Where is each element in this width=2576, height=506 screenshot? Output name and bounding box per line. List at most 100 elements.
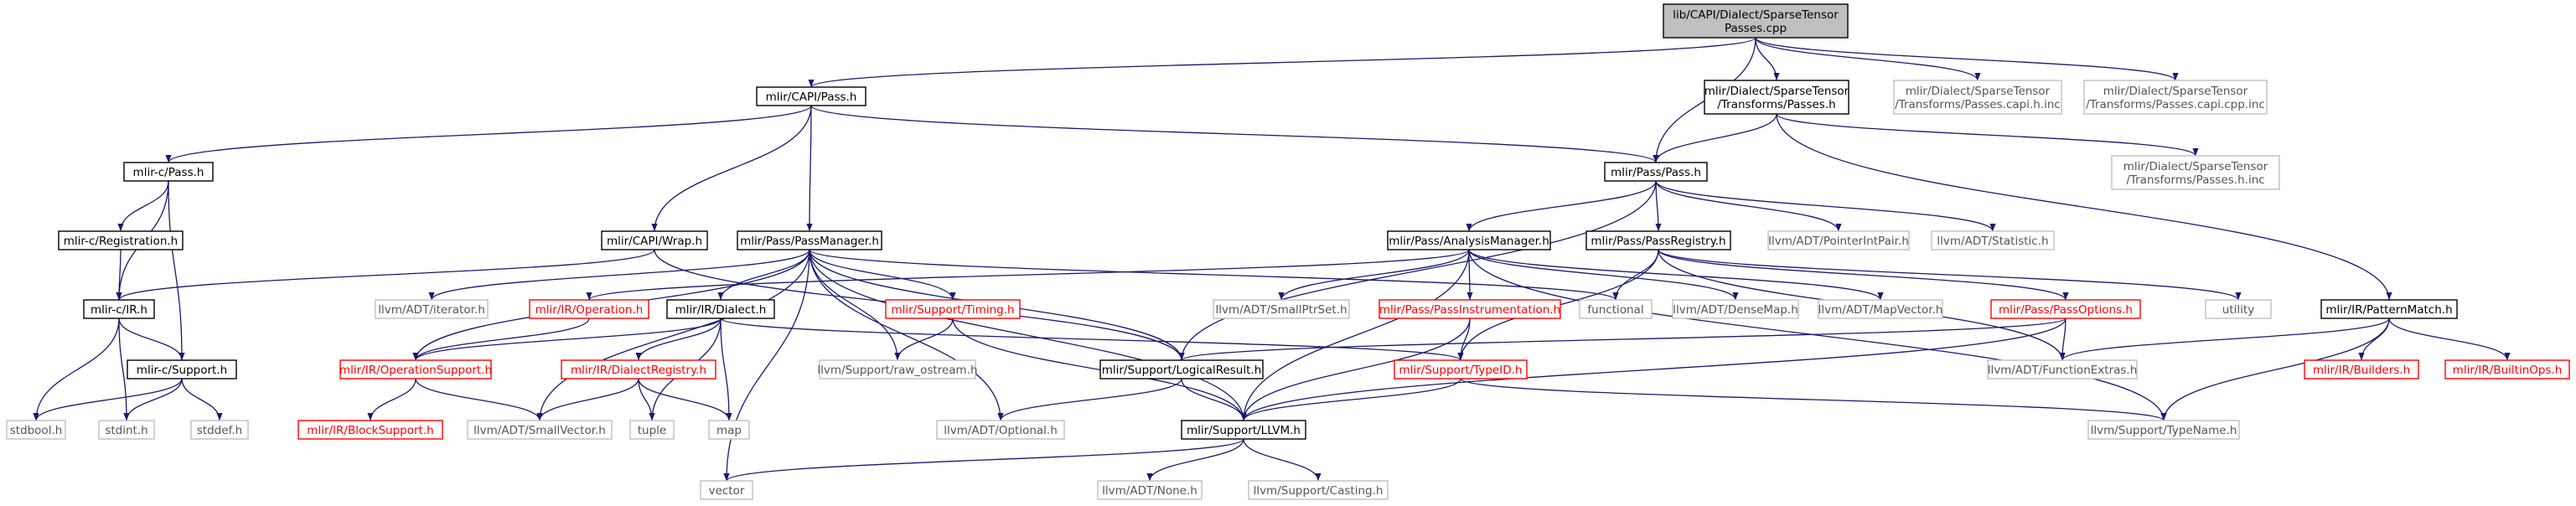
edge-dialect-registry-to-tuple [638,378,655,421]
edge-pass-pass-to-statistic [1655,180,1996,232]
node-label: llvm/ADT/SmallPtrSet.h [1215,303,1347,317]
node-box [1097,480,1203,500]
node-label: mlir/CAPI/Wrap.h [607,235,702,248]
edge-ir-dialect-to-map [720,318,732,421]
node-box [1990,299,2141,319]
node-raw-ostream: llvm/Support/raw_ostream.h [817,359,978,380]
node-label: stddef.h [197,424,242,437]
node-builtin-ops[interactable]: mlir/IR/BuiltinOps.h [2444,359,2570,380]
node-logical-result[interactable]: mlir/Support/LogicalResult.h [1099,359,1264,380]
edge-analysis-mgr-to-dense-map [1468,249,1739,301]
node-mlirc-ir[interactable]: mlir-c/IR.h [83,299,155,319]
edge-dialect-registry-to-map [638,378,732,421]
node-capi-wrap[interactable]: mlir/CAPI/Wrap.h [601,230,708,250]
node-pass-instr[interactable]: mlir/Pass/PassInstrumentation.h [1379,299,1561,319]
node-timing[interactable]: mlir/Support/Timing.h [885,299,1021,319]
node-box [936,420,1065,440]
edge-pass-options-to-logical-result [1178,318,2066,361]
node-mlirc-reg[interactable]: mlir-c/Registration.h [58,230,184,250]
node-pass-registry[interactable]: mlir/Pass/PassRegistry.h [1585,230,1731,250]
node-mlirc-support[interactable]: mlir-c/Support.h [127,359,237,380]
node-analysis-mgr[interactable]: mlir/Pass/AnalysisManager.h [1387,230,1551,250]
edge-pass-pass-to-logical-result [1178,180,1657,361]
node-box [339,359,492,380]
node-label: stdint.h [105,424,147,437]
node-box [123,162,214,182]
edge-mlirc-ir-to-mlirc-support [118,318,185,361]
node-box [1767,230,1910,250]
node-box [1893,80,2062,115]
node-map-vector: llvm/ADT/MapVector.h [1818,299,1943,319]
node-block-support[interactable]: mlir/IR/BlockSupport.h [297,420,443,440]
node-box [601,230,708,250]
node-type-id[interactable]: mlir/Support/TypeID.h [1394,359,1528,380]
edge-timing-to-support-llvm [952,318,1247,421]
node-label: mlir/IR/Dialect.h [675,303,767,317]
node-box [819,359,976,380]
edge-capi-pass-to-capi-wrap [651,105,812,232]
node-st-capi-cpp-inc: mlir/Dialect/SparseTensor/Transforms/Pas… [2083,80,2268,115]
node-label: Passes.cpp [1725,22,1787,35]
node-pattern-match[interactable]: mlir/IR/PatternMatch.h [2320,299,2458,319]
node-box [756,86,866,106]
node-label: /Transforms/Passes.capi.cpp.inc [2086,98,2265,111]
node-box [2083,80,2268,115]
node-support-llvm[interactable]: mlir/Support/LLVM.h [1181,420,1306,440]
node-box [708,420,750,440]
node-small-ptr-set: llvm/ADT/SmallPtrSet.h [1213,299,1350,319]
node-map: map [708,420,750,440]
node-small-vector: llvm/ADT/SmallVector.h [467,420,613,440]
node-box [1579,299,1653,319]
edge-pass-manager-to-iterator [428,249,810,301]
node-ir-dialect[interactable]: mlir/IR/Dialect.h [666,299,775,319]
edge-ir-dialect-to-dialect-registry [635,318,722,361]
edge-ir-dialect-to-type-id [720,318,1464,361]
node-label: mlir/IR/BuiltinOps.h [2453,364,2563,377]
edge-capi-pass-to-mlirc-pass [165,105,812,163]
node-box [885,299,1021,319]
edge-mlirc-support-to-stddef [181,378,223,421]
node-label: llvm/ADT/Optional.h [944,424,1058,437]
node-builders[interactable]: mlir/IR/Builders.h [2304,359,2419,380]
edge-pass-manager-to-vector [723,249,810,482]
node-box [6,420,66,440]
edge-pattern-match-to-function-extras [2059,318,2390,361]
node-box [1604,162,1708,182]
edge-analysis-mgr-to-ir-operation [586,249,1470,301]
node-label: llvm/ADT/PointerIntPair.h [1768,235,1909,248]
node-box [1213,299,1350,319]
node-ir-operation[interactable]: mlir/IR/Operation.h [529,299,649,319]
node-dialect-registry[interactable]: mlir/IR/DialectRegistry.h [561,359,716,380]
node-box [737,230,882,250]
node-mlirc-pass[interactable]: mlir-c/Pass.h [123,162,214,182]
node-capi-pass[interactable]: mlir/CAPI/Pass.h [756,86,866,106]
node-box [2304,359,2419,380]
node-label: mlir/Support/LogicalResult.h [1102,364,1262,377]
node-pass-pass[interactable]: mlir/Pass/Pass.h [1604,162,1708,182]
edge-pass-manager-to-functional [809,249,1619,301]
node-label: llvm/ADT/Statistic.h [1937,235,2048,248]
edge-pass-pass-to-ptr-int-pair [1655,180,1842,232]
edge-dialect-registry-to-small-vector [536,378,639,421]
node-st-passes[interactable]: mlir/Dialect/SparseTensor/Transforms/Pas… [1704,80,1849,115]
node-box [1987,359,2138,380]
node-label: /Transforms/Passes.h.inc [2126,173,2264,187]
node-label: llvm/Support/raw_ostream.h [817,364,977,377]
node-op-support[interactable]: mlir/IR/OperationSupport.h [339,359,492,380]
node-label: mlir-c/Registration.h [64,235,178,248]
node-functional: functional [1579,299,1653,319]
node-pass-manager[interactable]: mlir/Pass/PassManager.h [737,230,882,250]
node-label: mlir/Dialect/SparseTensor [2123,160,2268,173]
edge-capi-wrap-to-mlirc-ir [116,249,655,301]
node-tuple: tuple [629,420,675,440]
node-function-extras: llvm/ADT/FunctionExtras.h [1987,359,2138,380]
node-box [2205,299,2272,319]
node-pass-options[interactable]: mlir/Pass/PassOptions.h [1990,299,2141,319]
node-label: /Transforms/Passes.h [1717,98,1835,111]
node-label: llvm/Support/Casting.h [1254,484,1384,498]
edge-pattern-match-to-builders [2358,318,2390,361]
node-label: llvm/Support/TypeName.h [2091,424,2237,437]
node-stddef: stddef.h [190,420,249,440]
